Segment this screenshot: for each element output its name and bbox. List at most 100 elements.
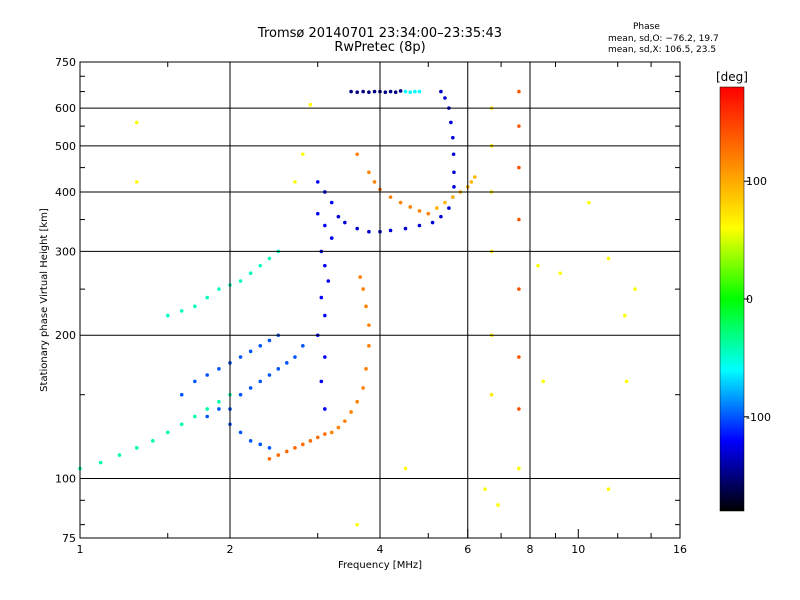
data-point [361,89,365,94]
data-point [238,279,243,283]
data-point [451,152,456,157]
data-point [367,344,371,348]
data-point [315,211,320,216]
data-point [98,460,103,465]
data-point [430,220,435,225]
data-point [323,223,327,228]
x-axis-label: Frequency [MHz] [338,560,422,571]
data-point [439,89,443,94]
data-point [205,414,209,419]
data-point [489,392,494,397]
data-point [238,430,243,435]
data-point [398,89,403,93]
data-point [238,392,243,397]
data-point [193,304,197,309]
data-point [323,263,327,268]
data-point [323,432,327,436]
x-tick-label: 8 [527,543,534,556]
data-point [205,407,209,411]
y-tick-label: 600 [55,102,76,115]
data-point [408,205,413,209]
data-point [329,430,334,435]
data-point [134,180,139,184]
data-point [517,466,521,471]
data-point [451,135,455,140]
y-tick-label: 100 [55,473,76,486]
data-point [323,407,327,411]
stats-line-x: mean, sd,X: 106.5, 23.5 [608,45,717,55]
data-point [367,229,371,234]
data-point [367,90,371,95]
y-tick-label: 75 [62,532,76,545]
data-point [193,414,197,419]
data-point [426,211,431,216]
data-point [248,439,253,443]
colorbar-tick-label: -100 [746,411,771,424]
data-point [276,453,281,457]
data-point [355,152,359,157]
data-point [267,457,272,461]
data-point [449,120,453,125]
data-point [323,355,327,359]
data-point [355,90,359,95]
data-point [403,466,408,471]
data-point [179,309,184,313]
y-tick-label: 750 [55,56,76,69]
data-point [388,228,393,233]
data-point [267,256,272,261]
data-point [452,185,456,189]
y-tick-label: 500 [55,140,76,153]
data-point [417,223,422,228]
data-point [417,89,422,94]
stats-line-o: mean, sd,O: −76.2, 19.7 [608,34,719,44]
data-point [541,379,545,384]
colorbar [719,86,745,512]
data-point [258,344,263,348]
data-point [329,236,334,240]
colorbar-tick-label: 100 [746,175,767,188]
data-point [403,226,408,231]
data-point [367,323,371,327]
data-point [258,263,263,268]
data-point [633,287,637,291]
data-point [217,367,221,371]
data-point [517,217,521,222]
data-point [315,180,320,184]
data-point [517,89,521,94]
data-point [403,89,408,94]
data-point [517,165,521,170]
data-point [217,407,221,411]
data-point [417,209,422,213]
data-point [413,89,417,94]
x-tick-label: 16 [673,543,687,556]
data-point [179,422,184,427]
data-point [355,522,359,527]
data-point [293,180,297,184]
y-tick-label: 300 [55,245,76,258]
data-point [364,367,368,371]
data-point [179,392,184,397]
data-point [217,399,221,404]
data-point [355,399,359,404]
data-point [293,446,297,450]
data-point [439,214,443,219]
data-point [383,90,388,95]
data-point [355,226,359,231]
x-tick-label: 10 [571,543,585,556]
data-point [193,379,197,384]
data-point [358,275,362,279]
data-point [336,425,341,430]
data-point [205,373,209,377]
data-point [267,373,272,377]
data-point [443,96,447,100]
data-point [319,379,324,384]
data-point [326,279,331,283]
x-tick-label: 6 [464,543,471,556]
data-point [308,439,313,443]
x-tick-label: 2 [227,543,234,556]
x-tick-label: 4 [377,543,384,556]
data-point [624,379,629,384]
data-point [308,102,313,107]
data-point [267,338,272,343]
data-point [623,313,627,318]
